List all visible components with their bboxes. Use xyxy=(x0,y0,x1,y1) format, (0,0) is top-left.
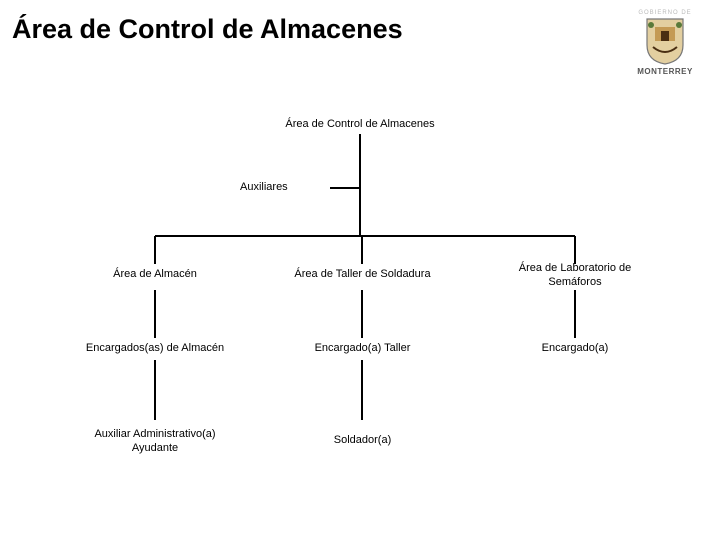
slide: Área de Control de Almacenes GOBIERNO DE… xyxy=(0,0,720,540)
node-col2-l1: Área de Taller de Soldadura xyxy=(275,268,450,282)
node-col2-l3: Soldador(a) xyxy=(300,434,425,448)
node-auxiliares: Auxiliares xyxy=(240,181,330,195)
node-col1-l1: Área de Almacén xyxy=(80,268,230,282)
node-root: Área de Control de Almacenes xyxy=(260,118,460,132)
node-col3-l2: Encargado(a) xyxy=(515,342,635,356)
node-col2-l2: Encargado(a) Taller xyxy=(290,342,435,356)
node-col1-l3: Auxiliar Administrativo(a) Ayudante xyxy=(80,428,230,456)
node-col1-l2: Encargados(as) de Almacén xyxy=(65,342,245,356)
node-col3-l1: Área de Laboratorio de Semáforos xyxy=(500,262,650,290)
